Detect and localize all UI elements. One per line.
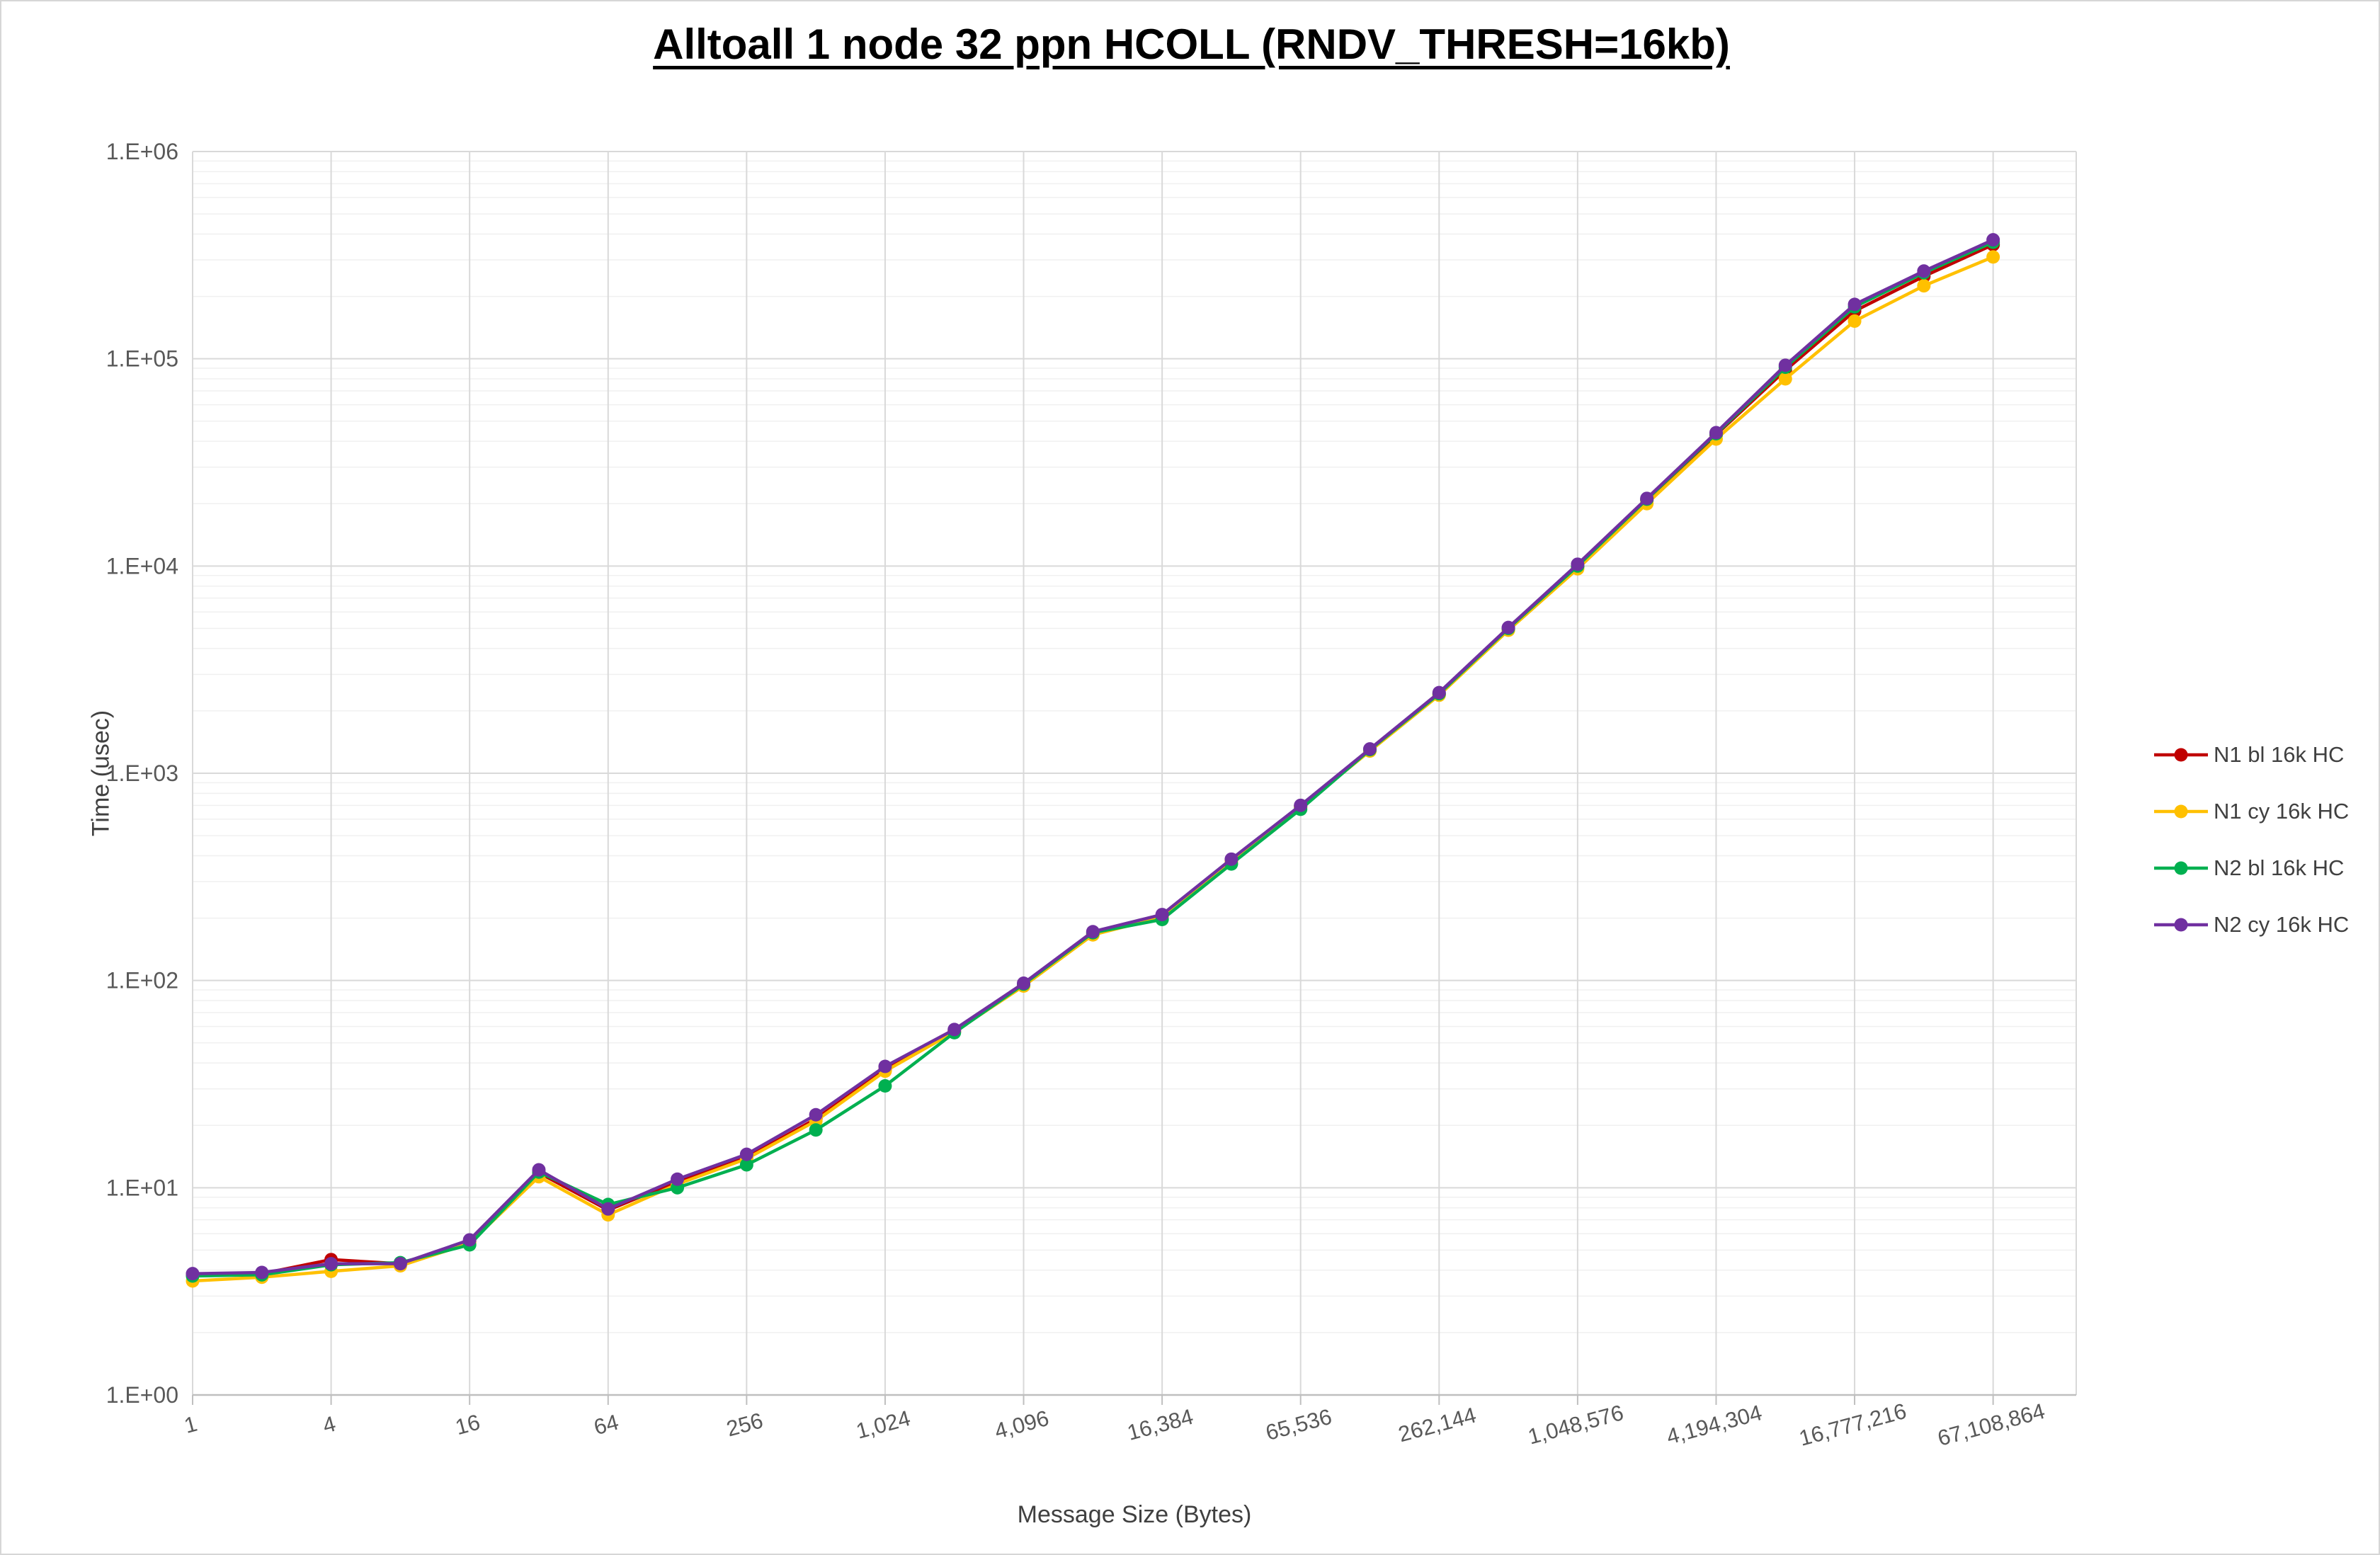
y-tick-label: 1.E+02 bbox=[106, 968, 178, 993]
data-point bbox=[739, 1147, 753, 1161]
chart-title: Alltoall 1 node 32 ppn HCOLL (RNDV_THRES… bbox=[653, 21, 1730, 68]
series-line-2 bbox=[190, 240, 1995, 1278]
x-tick-label: 4,096 bbox=[992, 1406, 1052, 1444]
data-point bbox=[947, 1023, 962, 1037]
x-tick-label: 65,536 bbox=[1263, 1404, 1335, 1445]
data-point bbox=[1917, 264, 1931, 278]
data-point bbox=[1847, 314, 1862, 328]
legend-label: N2 bl 16k HC bbox=[2214, 855, 2345, 880]
x-tick-label: 16,384 bbox=[1124, 1404, 1196, 1445]
data-point bbox=[739, 1158, 753, 1172]
x-tick-label: 4 bbox=[320, 1411, 338, 1438]
data-point bbox=[1086, 925, 1100, 939]
data-point bbox=[393, 1257, 407, 1271]
x-tick-label: 16 bbox=[452, 1409, 482, 1440]
data-point bbox=[1847, 297, 1862, 312]
data-point bbox=[1571, 557, 1585, 571]
data-point bbox=[671, 1172, 685, 1186]
y-tick-label: 1.E+00 bbox=[106, 1382, 178, 1408]
y-tick-label: 1.E+01 bbox=[106, 1175, 178, 1200]
y-tick-label: 1.E+05 bbox=[106, 346, 178, 372]
data-point bbox=[186, 1267, 200, 1281]
series-line-1 bbox=[190, 255, 1995, 1283]
data-point bbox=[1155, 908, 1169, 922]
x-tick-label: 16,777,216 bbox=[1797, 1399, 1909, 1451]
data-point bbox=[1640, 491, 1654, 506]
data-point bbox=[809, 1107, 823, 1122]
data-point bbox=[1778, 372, 1792, 386]
data-point bbox=[255, 1265, 269, 1280]
data-point bbox=[601, 1202, 615, 1216]
data-point bbox=[809, 1123, 823, 1137]
x-tick-label: 1,048,576 bbox=[1525, 1400, 1626, 1449]
data-point bbox=[1986, 250, 2000, 264]
data-point bbox=[1778, 358, 1792, 372]
y-tick-label: 1.E+03 bbox=[106, 761, 178, 786]
data-point bbox=[1294, 798, 1308, 812]
legend-label: N2 cy 16k HC bbox=[2214, 912, 2350, 937]
data-point bbox=[1017, 976, 1031, 991]
data-point bbox=[324, 1257, 338, 1271]
legend-item-3: N2 cy 16k HC bbox=[2153, 912, 2349, 938]
data-point bbox=[1917, 279, 1931, 293]
legend: N1 bl 16k HC N1 cy 16k HC N2 bl 16k HC N2 c… bbox=[2153, 742, 2349, 938]
legend-swatch-icon bbox=[2154, 748, 2208, 762]
data-point bbox=[1432, 685, 1446, 700]
data-point bbox=[1363, 742, 1377, 756]
data-point bbox=[878, 1079, 892, 1093]
x-tick-label: 4,194,304 bbox=[1664, 1400, 1765, 1449]
y-tick-label: 1.E+06 bbox=[106, 139, 178, 164]
legend-swatch-icon bbox=[2154, 804, 2208, 819]
series-line-0 bbox=[190, 243, 1995, 1277]
legend-item-0: N1 bl 16k HC bbox=[2153, 742, 2349, 768]
legend-swatch-icon bbox=[2154, 861, 2208, 875]
data-point bbox=[1709, 426, 1723, 440]
x-tick-label: 64 bbox=[591, 1409, 621, 1440]
x-tick-label: 1,024 bbox=[853, 1406, 913, 1444]
data-point bbox=[532, 1163, 546, 1177]
legend-label: N1 cy 16k HC bbox=[2214, 799, 2350, 824]
legend-swatch-icon bbox=[2154, 918, 2208, 932]
legend-item-2: N2 bl 16k HC bbox=[2153, 855, 2349, 881]
data-point bbox=[1224, 852, 1239, 866]
y-tick-label: 1.E+04 bbox=[106, 553, 178, 579]
x-tick-label: 1 bbox=[181, 1411, 200, 1438]
series-line-3 bbox=[190, 238, 1995, 1275]
x-tick-label: 67,108,864 bbox=[1935, 1399, 2047, 1451]
data-point bbox=[462, 1233, 477, 1247]
data-point bbox=[1986, 233, 2000, 247]
legend-label: N1 bl 16k HC bbox=[2214, 742, 2345, 767]
x-tick-label: 256 bbox=[724, 1408, 765, 1441]
data-point bbox=[878, 1059, 892, 1073]
x-axis-title: Message Size (Bytes) bbox=[1017, 1501, 1252, 1528]
x-tick-label: 262,144 bbox=[1396, 1402, 1479, 1447]
legend-item-1: N1 cy 16k HC bbox=[2153, 799, 2349, 824]
data-point bbox=[1501, 620, 1515, 634]
